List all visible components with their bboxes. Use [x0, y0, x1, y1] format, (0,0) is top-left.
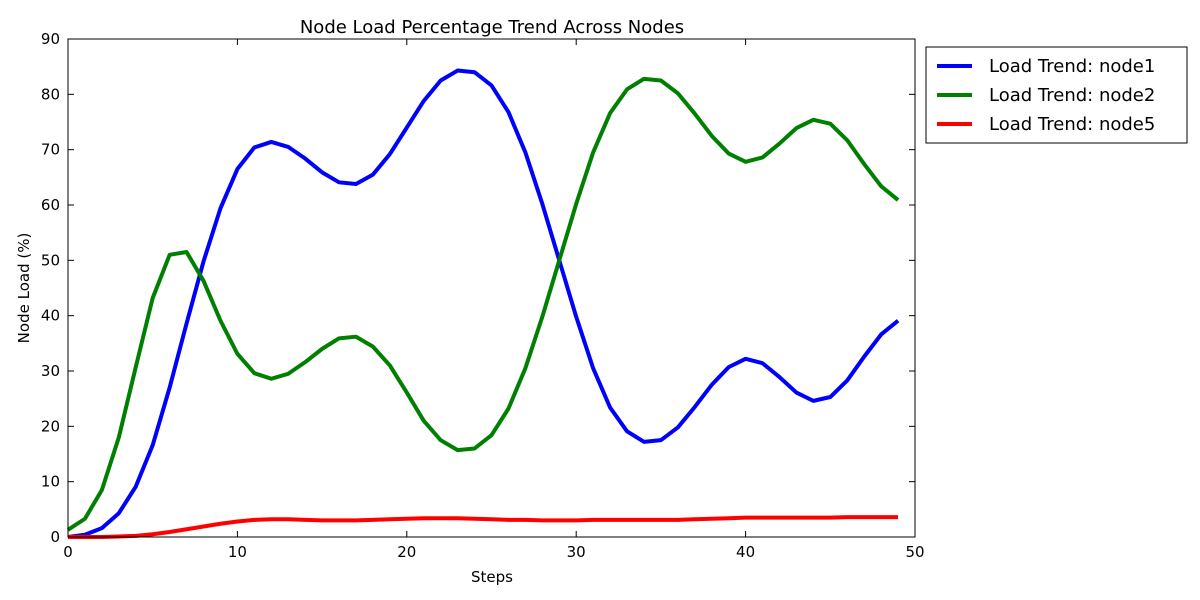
y-tick-label: 60 — [41, 196, 60, 214]
series-layer — [66, 68, 900, 539]
y-tick-label: 10 — [41, 473, 60, 491]
x-tick-label: 0 — [63, 543, 73, 561]
series-line-1 — [67, 68, 900, 539]
y-tick-label: 40 — [41, 307, 60, 325]
y-tick-label: 20 — [41, 417, 60, 435]
plot-frame — [67, 38, 916, 538]
x-tick-label: 40 — [736, 543, 755, 561]
x-tick-label: 30 — [567, 543, 586, 561]
chart-title: Node Load Percentage Trend Across Nodes — [300, 17, 684, 38]
y-tick-label: 50 — [41, 251, 60, 269]
x-tick-label: 10 — [228, 543, 247, 561]
x-axis: 0 10 20 30 40 50 — [63, 39, 925, 561]
legend-label-1: Load Trend: node1 — [989, 56, 1155, 77]
y-tick-label: 30 — [41, 362, 60, 380]
y-tick-label: 90 — [41, 30, 60, 48]
y-tick-label: 80 — [41, 85, 60, 103]
x-axis-label: Steps — [471, 568, 513, 586]
y-tick-label: 0 — [50, 528, 60, 546]
legend-label-3: Load Trend: node5 — [989, 114, 1155, 135]
y-axis: 0 10 20 30 40 50 60 70 80 90 — [41, 30, 915, 546]
series-line-2 — [66, 76, 900, 532]
legend-label-2: Load Trend: node2 — [989, 85, 1155, 106]
legend: Load Trend: node1 Load Trend: node2 Load T… — [925, 46, 1188, 144]
series-line-3 — [68, 515, 899, 539]
x-tick-label: 20 — [397, 543, 416, 561]
y-axis-label: Node Load (%) — [15, 233, 33, 344]
x-tick-label: 50 — [905, 543, 924, 561]
y-tick-label: 70 — [41, 141, 60, 159]
